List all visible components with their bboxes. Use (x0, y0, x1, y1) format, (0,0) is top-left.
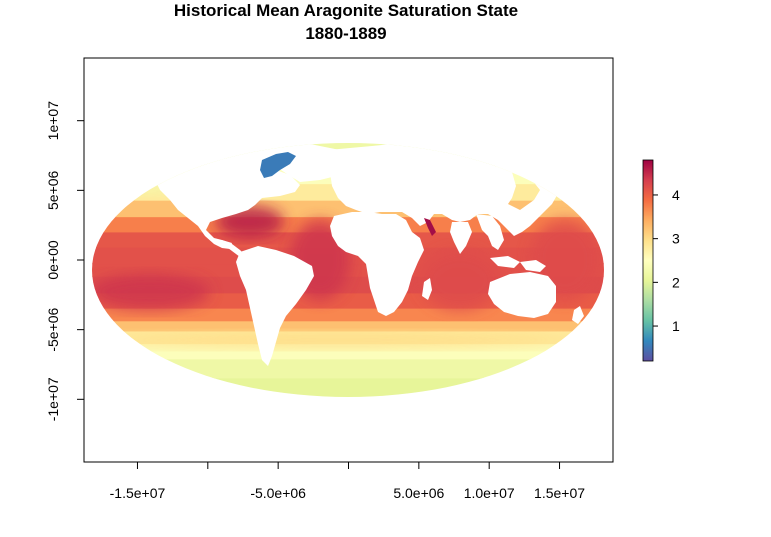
colorbar: 1 2 3 4 (642, 159, 680, 362)
colorbar-ramp (642, 159, 654, 362)
y-axis: 1e+07 5e+06 0e+00 -5e+06 -1e+07 (45, 101, 84, 421)
latitude-band (92, 377, 604, 397)
colorbar-tick-label: 2 (672, 274, 680, 290)
x-tick-label: 1.0e+07 (464, 485, 515, 501)
colorbar-tick-label: 1 (672, 318, 680, 334)
y-tick-label: 1e+07 (45, 101, 61, 141)
x-tick-label: 5.0e+06 (393, 485, 444, 501)
region-blob (100, 332, 580, 348)
x-tick-label: 1.5e+07 (534, 485, 585, 501)
latitude-band (92, 343, 604, 360)
y-tick-label: 5e+06 (45, 170, 61, 210)
red-sea-region (424, 218, 436, 236)
colorbar-tick-label: 3 (672, 231, 680, 247)
x-tick-label: -1.5e+07 (110, 485, 166, 501)
region-blob (92, 274, 210, 310)
latitude-band (92, 307, 604, 322)
hudson-bay-region (260, 152, 296, 178)
y-tick-label: -1e+07 (45, 377, 61, 421)
chart-subtitle: 1880-1889 (305, 24, 386, 43)
y-tick-label: -5e+06 (45, 307, 61, 351)
y-tick-label: 0e+00 (45, 240, 61, 280)
x-axis: -1.5e+07 -5.0e+06 5.0e+06 1.0e+07 1.5e+07 (110, 462, 585, 501)
colorbar-ticks: 1 2 3 4 (653, 187, 680, 334)
latitude-band (92, 358, 604, 379)
region-blob (420, 250, 500, 310)
latitude-band (92, 320, 604, 332)
colorbar-tick-label: 4 (672, 187, 680, 203)
x-tick-label: -5.0e+06 (250, 485, 306, 501)
ocean-raster (92, 143, 604, 397)
chart-title: Historical Mean Aragonite Saturation Sta… (174, 1, 518, 20)
